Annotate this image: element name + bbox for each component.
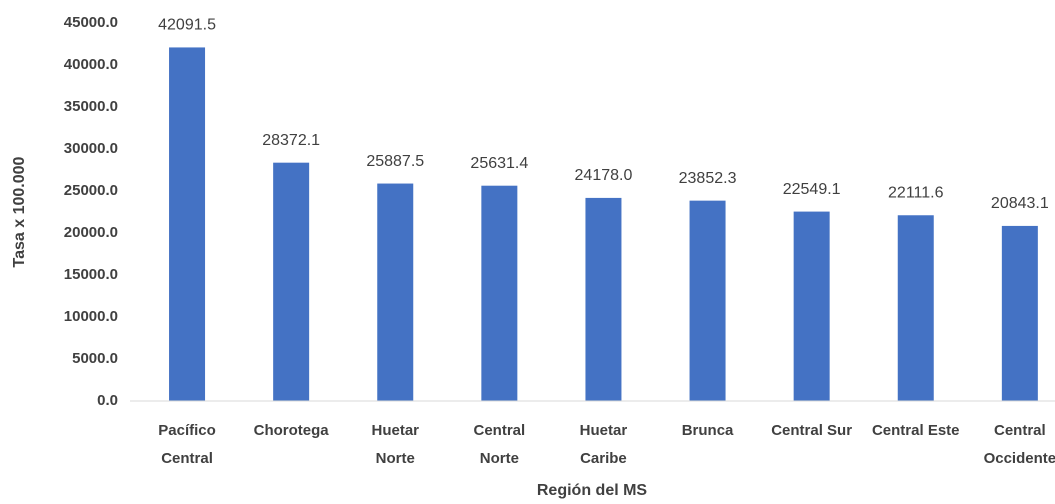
data-label: 22111.6 — [888, 184, 944, 201]
bar — [481, 185, 518, 401]
x-tick-label: Huetar Norte — [371, 422, 419, 467]
data-label: 23852.3 — [679, 170, 737, 187]
y-tick-label: 20000.0 — [64, 224, 118, 241]
y-tick-label: 35000.0 — [64, 98, 118, 115]
y-tick-label: 5000.0 — [72, 350, 118, 367]
x-tick-label: Central Este — [871, 422, 960, 439]
data-label: 24178.0 — [575, 167, 633, 184]
x-tick-label: Central Sur — [771, 422, 853, 439]
bar — [377, 183, 414, 401]
y-tick-label: 25000.0 — [64, 182, 118, 199]
data-label: 25887.5 — [366, 153, 424, 170]
data-label: 25631.4 — [470, 155, 528, 172]
y-tick-label: 15000.0 — [64, 266, 118, 283]
bar — [897, 215, 934, 401]
y-tick-label: 40000.0 — [64, 56, 118, 73]
y-axis-title: Tasa x 100.000 — [11, 156, 28, 267]
bar — [273, 162, 310, 401]
x-tick-label: Brunca — [681, 422, 734, 439]
bar — [585, 197, 622, 401]
bar — [689, 200, 726, 401]
y-tick-label: 10000.0 — [64, 308, 118, 325]
bar — [1001, 225, 1038, 401]
bar — [169, 47, 206, 402]
data-label: 42091.5 — [158, 17, 216, 34]
bar — [793, 211, 830, 401]
x-tick-label: Pacífico Central — [158, 422, 216, 467]
x-axis-title: Región del MS — [537, 482, 648, 499]
x-tick-label: Huetar Caribe — [579, 422, 628, 467]
y-tick-label: 45000.0 — [64, 14, 118, 31]
data-label: 28372.1 — [262, 132, 320, 149]
x-tick-label: Central Occidente — [983, 422, 1055, 467]
x-tick-label: Chorotega — [253, 422, 329, 439]
x-tick-label: Central Norte — [473, 422, 526, 467]
y-tick-label: 0.0 — [97, 392, 118, 409]
y-tick-label: 30000.0 — [64, 140, 118, 157]
data-label: 20843.1 — [991, 195, 1049, 212]
data-label: 22549.1 — [783, 181, 841, 198]
